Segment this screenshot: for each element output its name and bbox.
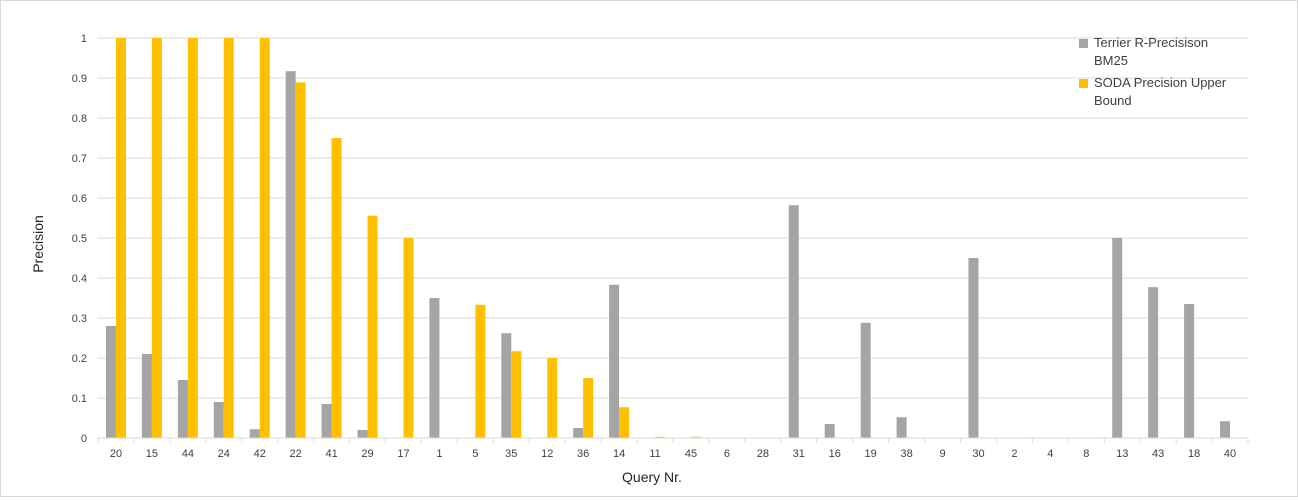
y-tick-label: 0.7 — [72, 153, 87, 165]
bar-terrier-40 — [1220, 421, 1231, 438]
y-tick-label: 0.1 — [72, 393, 87, 405]
x-tick-label: 28 — [757, 448, 769, 460]
bar-terrier-36 — [573, 428, 584, 438]
y-axis-title: Precision — [30, 215, 46, 273]
y-tick-label: 0.6 — [72, 193, 87, 205]
legend-label-terrier: BM25 — [1094, 53, 1128, 68]
bar-terrier-1 — [429, 298, 440, 438]
bar-soda-5 — [475, 304, 486, 438]
bar-terrier-44 — [177, 380, 188, 438]
bar-terrier-42 — [249, 429, 260, 438]
x-tick-label: 16 — [829, 448, 841, 460]
x-tick-label: 40 — [1224, 448, 1236, 460]
bar-terrier-20 — [105, 326, 116, 438]
legend-label-terrier: Terrier R-Precisison — [1094, 35, 1208, 50]
y-tick-label: 0.2 — [72, 353, 87, 365]
bar-terrier-13 — [1112, 238, 1123, 438]
y-tick-label: 0.3 — [72, 313, 87, 325]
x-tick-label: 45 — [685, 448, 697, 460]
bar-soda-12 — [547, 358, 558, 438]
bar-terrier-31 — [788, 205, 799, 438]
x-tick-label: 24 — [218, 448, 230, 460]
bar-soda-45 — [690, 436, 701, 438]
x-tick-label: 22 — [290, 448, 302, 460]
x-tick-label: 41 — [325, 448, 337, 460]
bar-soda-44 — [187, 38, 198, 438]
bar-terrier-15 — [141, 354, 152, 438]
x-tick-label: 8 — [1083, 448, 1089, 460]
bar-terrier-16 — [824, 424, 835, 438]
bar-soda-29 — [367, 215, 378, 438]
bar-soda-36 — [583, 378, 594, 438]
x-tick-label: 1 — [436, 448, 442, 460]
x-tick-label: 18 — [1188, 448, 1200, 460]
bar-terrier-14 — [609, 284, 620, 438]
legend-swatch-soda — [1079, 79, 1088, 88]
bar-terrier-22 — [285, 71, 296, 438]
bar-terrier-38 — [896, 417, 907, 438]
x-tick-label: 2 — [1011, 448, 1017, 460]
x-tick-label: 44 — [182, 448, 194, 460]
bar-soda-17 — [403, 238, 414, 438]
y-tick-label: 1 — [81, 33, 87, 45]
x-tick-label: 14 — [613, 448, 625, 460]
bar-soda-24 — [223, 38, 234, 438]
x-tick-label: 36 — [577, 448, 589, 460]
legend-label-soda: Bound — [1094, 93, 1132, 108]
x-tick-label: 29 — [361, 448, 373, 460]
bar-terrier-19 — [860, 322, 871, 438]
legend-label-soda: SODA Precision Upper — [1094, 75, 1227, 90]
x-tick-label: 43 — [1152, 448, 1164, 460]
x-tick-label: 12 — [541, 448, 553, 460]
x-tick-label: 31 — [793, 448, 805, 460]
x-tick-label: 11 — [649, 448, 660, 460]
y-axis-ticks: 0 0.1 0.2 0.3 0.4 0.5 0.6 0.7 0.8 0.9 1 — [72, 33, 87, 445]
x-tick-label: 17 — [397, 448, 409, 460]
bar-terrier-30 — [968, 258, 979, 438]
bar-terrier-43 — [1148, 287, 1159, 438]
x-tick-label: 13 — [1116, 448, 1128, 460]
bar-terrier-18 — [1184, 304, 1195, 438]
x-tick-label: 6 — [724, 448, 730, 460]
x-tick-label: 9 — [939, 448, 945, 460]
x-tick-label: 30 — [972, 448, 984, 460]
bar-terrier-35 — [501, 333, 512, 438]
x-tick-label: 38 — [900, 448, 912, 460]
y-tick-label: 0.9 — [72, 73, 87, 85]
x-tick-label: 20 — [110, 448, 122, 460]
x-tick-label: 42 — [254, 448, 266, 460]
bar-terrier-41 — [321, 404, 332, 438]
bar-soda-35 — [511, 351, 522, 438]
y-tick-label: 0.8 — [72, 113, 87, 125]
bar-soda-15 — [151, 38, 162, 438]
x-axis-ticks: 20 15 44 24 42 22 41 29 17 1 5 35 12 36 14 11 45 6 28 31 16 1… — [97, 438, 1249, 460]
y-tick-label: 0.5 — [72, 233, 87, 245]
x-tick-label: 4 — [1047, 448, 1053, 460]
y-tick-label: 0 — [81, 433, 87, 445]
x-axis-title: Query Nr. — [622, 469, 682, 485]
bar-terrier-29 — [357, 430, 368, 438]
legend: Terrier R-Precisison BM25 SODA Precision U… — [1079, 35, 1227, 108]
y-tick-label: 0.4 — [72, 273, 87, 285]
x-tick-label: 15 — [146, 448, 158, 460]
bar-terrier-24 — [213, 402, 224, 438]
bar-soda-22 — [295, 82, 306, 439]
bar-soda-14 — [619, 407, 630, 438]
bar-soda-41 — [331, 138, 342, 438]
x-tick-label: 5 — [472, 448, 478, 460]
bar-soda-20 — [115, 38, 126, 438]
gridlines — [98, 37, 1248, 399]
bar-soda-42 — [259, 38, 270, 438]
x-tick-label: 19 — [865, 448, 877, 460]
bars — [105, 38, 1231, 439]
x-tick-label: 35 — [505, 448, 517, 460]
legend-swatch-terrier — [1079, 39, 1088, 48]
bar-soda-11 — [655, 436, 666, 438]
